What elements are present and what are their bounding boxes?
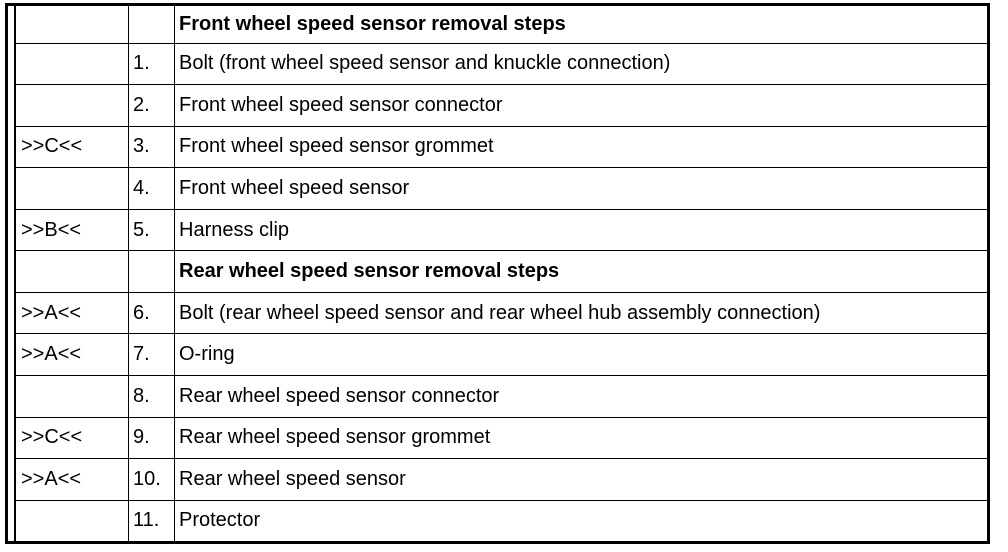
step-number-cell: 2. [128,84,175,127]
reference-cell: >>A<< [16,458,129,501]
step-number-cell: 6. [128,291,175,335]
description-cell: Rear wheel speed sensor connector [174,375,987,418]
description-cell: Rear wheel speed sensor grommet [174,416,987,460]
description-cell: Front wheel speed sensor connector [174,84,987,127]
removal-steps-table: Front wheel speed sensor removal steps 1.… [16,6,987,541]
step-number-cell: 7. [128,333,175,376]
table-row: 1. Bolt (front wheel speed sensor and knu… [16,42,987,86]
step-number-cell: 10. [128,458,175,501]
step-number-cell [128,6,175,44]
table-row: >>C<< 9. Rear wheel speed sensor grommet [16,416,987,460]
table-row: >>B<< 5. Harness clip [16,208,987,252]
description-cell: Front wheel speed sensor removal steps [174,6,987,44]
reference-cell: >>A<< [16,291,129,335]
step-number-cell: 8. [128,375,175,418]
table-outer-border [5,3,990,544]
description-cell: Harness clip [174,208,987,252]
reference-cell: >>C<< [16,416,129,460]
step-number-cell: 5. [128,208,175,252]
reference-cell [16,375,129,418]
section-heading-row: Rear wheel speed sensor removal steps [16,250,987,293]
table-row: >>C<< 3. Front wheel speed sensor grommet [16,125,987,169]
reference-cell: >>A<< [16,333,129,376]
reference-cell [16,250,129,293]
section-heading-row: Front wheel speed sensor removal steps [16,6,987,44]
description-cell: Rear wheel speed sensor [174,458,987,501]
table-row: >>A<< 6. Bolt (rear wheel speed sensor and… [16,291,987,335]
step-number-cell: 4. [128,167,175,210]
table-inner-border-line [14,6,16,541]
step-number-cell: 11. [128,499,175,541]
step-number-cell: 3. [128,125,175,169]
reference-cell [16,499,129,541]
table-row: 4. Front wheel speed sensor [16,167,987,210]
step-number-cell [128,250,175,293]
step-number-cell: 1. [128,42,175,86]
table-row: >>A<< 7. O-ring [16,333,987,376]
reference-cell [16,84,129,127]
reference-cell: >>B<< [16,208,129,252]
description-cell: Bolt (front wheel speed sensor and knuck… [174,42,987,86]
reference-cell [16,6,129,44]
description-cell: O-ring [174,333,987,376]
reference-cell [16,167,129,210]
reference-cell: >>C<< [16,125,129,169]
description-cell: Front wheel speed sensor [174,167,987,210]
table-row: 11. Protector [16,499,987,541]
table-row: 2. Front wheel speed sensor connector [16,84,987,127]
description-cell: Protector [174,499,987,541]
table-row: 8. Rear wheel speed sensor connector [16,375,987,418]
description-cell: Front wheel speed sensor grommet [174,125,987,169]
table-row: >>A<< 10. Rear wheel speed sensor [16,458,987,501]
step-number-cell: 9. [128,416,175,460]
description-cell: Bolt (rear wheel speed sensor and rear w… [174,291,987,335]
description-cell: Rear wheel speed sensor removal steps [174,250,987,293]
reference-cell [16,42,129,86]
